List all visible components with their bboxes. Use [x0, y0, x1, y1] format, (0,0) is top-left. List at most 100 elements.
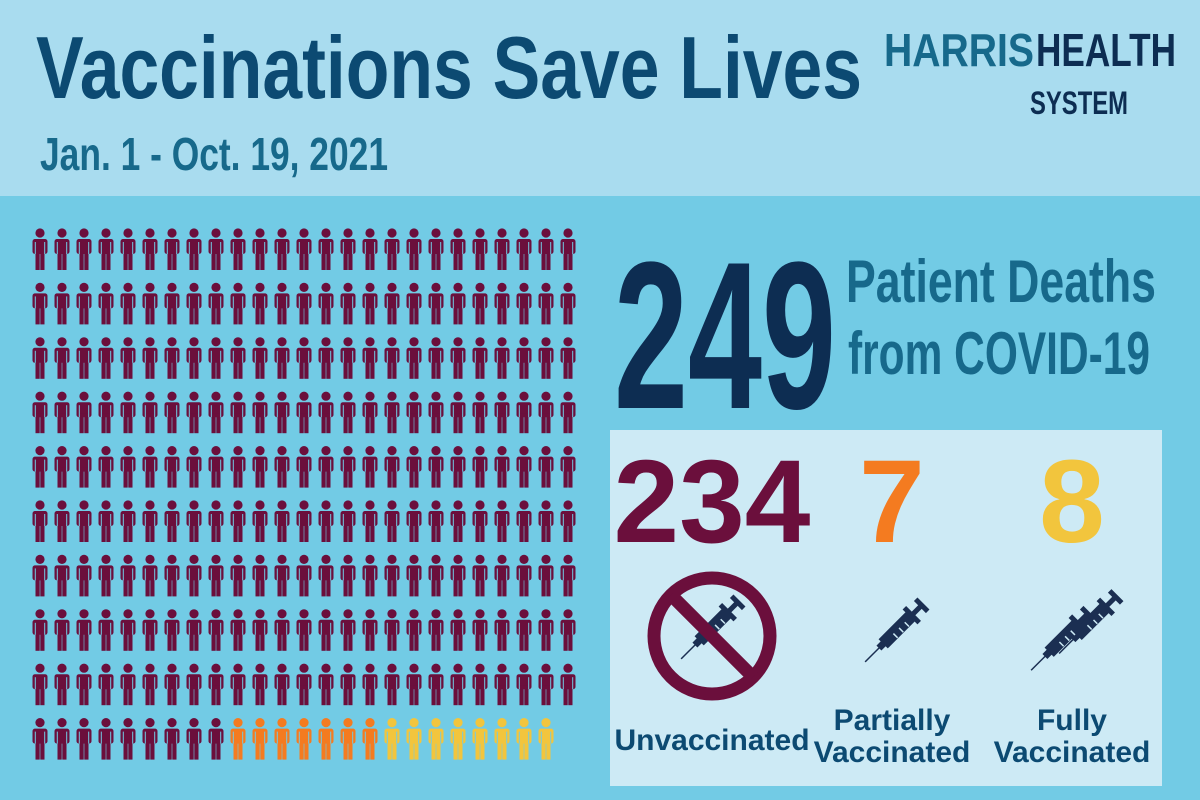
- person-head: [475, 337, 485, 347]
- person-head: [57, 718, 67, 728]
- person-head: [475, 500, 485, 510]
- person-icon: [384, 391, 400, 434]
- person-body: [32, 347, 48, 363]
- person-icon: [252, 609, 268, 651]
- person-head: [145, 609, 155, 619]
- person-body: [494, 674, 510, 690]
- syringe-tick: [892, 633, 899, 639]
- person-icon: [538, 391, 554, 434]
- person-leg: [123, 304, 128, 325]
- person-icon: [428, 228, 444, 270]
- person-head: [409, 500, 419, 510]
- person-head: [409, 446, 419, 456]
- person-icon: [142, 391, 158, 434]
- person-leg: [502, 522, 507, 542]
- person-head: [57, 500, 67, 510]
- person-leg: [343, 739, 348, 760]
- person-leg: [326, 522, 331, 542]
- person-leg: [475, 413, 480, 434]
- person-leg: [524, 413, 529, 434]
- person-head: [255, 609, 265, 619]
- person-body: [494, 728, 510, 744]
- person-icon: [120, 282, 136, 325]
- person-icon: [120, 609, 136, 651]
- person-leg: [277, 250, 282, 270]
- person-head: [145, 446, 155, 456]
- person-icon: [54, 228, 70, 270]
- person-body: [142, 402, 158, 418]
- person-head: [497, 446, 507, 456]
- person-body: [472, 239, 488, 254]
- person-leg: [304, 739, 309, 760]
- person-leg: [282, 467, 287, 488]
- person-leg: [321, 304, 326, 325]
- person-body: [230, 674, 246, 690]
- person-icon: [362, 718, 378, 760]
- person-icon: [164, 718, 180, 760]
- person-leg: [194, 413, 199, 434]
- person-leg: [79, 467, 84, 488]
- person-leg: [568, 413, 573, 434]
- person-leg: [480, 630, 485, 651]
- person-icon: [208, 391, 224, 434]
- person-leg: [84, 250, 89, 270]
- person-body: [516, 239, 532, 254]
- person-leg: [458, 685, 463, 706]
- person-leg: [260, 739, 265, 760]
- person-leg: [123, 685, 128, 706]
- person-icon: [230, 391, 246, 434]
- person-icon: [186, 391, 202, 434]
- person-head: [35, 609, 45, 619]
- person-head: [233, 663, 243, 673]
- person-head: [365, 282, 375, 292]
- person-leg: [326, 467, 331, 488]
- person-head: [343, 446, 353, 456]
- person-leg: [348, 739, 353, 760]
- person-leg: [101, 413, 106, 434]
- person-body: [98, 728, 114, 744]
- syringe-tick: [1070, 630, 1076, 636]
- person-leg: [35, 304, 40, 325]
- syringe-hub: [692, 637, 703, 648]
- person-leg: [282, 576, 287, 597]
- person-body: [406, 565, 422, 581]
- person-leg: [497, 739, 502, 760]
- person-body: [472, 619, 488, 635]
- person-leg: [348, 250, 353, 270]
- person-head: [409, 391, 419, 401]
- person-icon: [406, 500, 422, 542]
- person-leg: [436, 250, 441, 270]
- no-symbol-bar: [666, 590, 758, 682]
- person-icon: [164, 282, 180, 325]
- person-head: [453, 609, 463, 619]
- person-head: [79, 282, 89, 292]
- person-leg: [502, 685, 507, 706]
- person-leg: [431, 467, 436, 488]
- person-leg: [106, 630, 111, 651]
- person-head: [365, 718, 375, 728]
- person-head: [123, 446, 133, 456]
- person-leg: [101, 522, 106, 542]
- person-body: [54, 511, 70, 526]
- person-icon: [318, 228, 334, 270]
- syringe-icon: [1030, 605, 1096, 671]
- person-leg: [502, 576, 507, 597]
- person-icon: [450, 391, 466, 434]
- person-icon: [98, 554, 114, 597]
- person-icon: [274, 446, 290, 488]
- person-head: [343, 337, 353, 347]
- person-body: [32, 511, 48, 526]
- person-body: [340, 674, 356, 690]
- person-leg: [150, 630, 155, 651]
- person-icon: [472, 718, 488, 760]
- person-leg: [519, 304, 524, 325]
- person-icon: [76, 609, 92, 651]
- person-icon: [362, 554, 378, 597]
- person-leg: [57, 576, 62, 597]
- person-leg: [106, 522, 111, 542]
- person-leg: [211, 413, 216, 434]
- person-icon: [230, 718, 246, 760]
- person-leg: [145, 358, 150, 379]
- person-leg: [321, 413, 326, 434]
- person-leg: [216, 522, 221, 542]
